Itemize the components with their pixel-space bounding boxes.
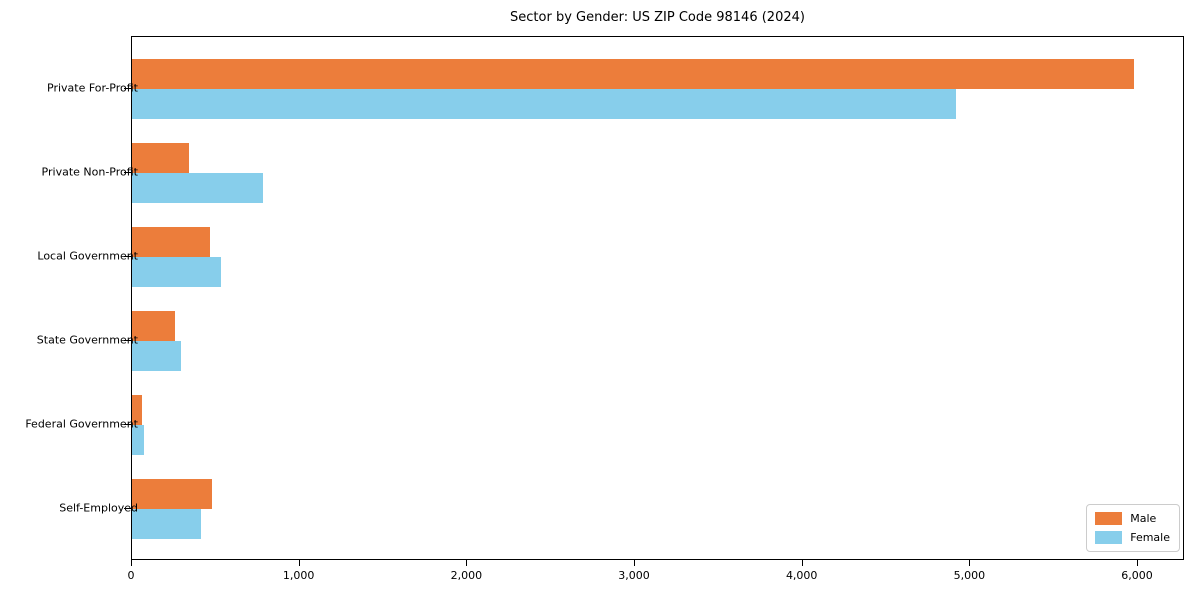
bar-male-3 xyxy=(132,311,175,341)
legend-swatch-icon xyxy=(1095,531,1123,544)
chart-title: Sector by Gender: US ZIP Code 98146 (202… xyxy=(510,10,805,25)
y-tick-label: Private Non-Profit xyxy=(41,165,138,179)
bar-female-1 xyxy=(132,173,264,203)
bar-female-3 xyxy=(132,341,181,371)
legend-swatch-icon xyxy=(1095,512,1123,525)
bar-male-4 xyxy=(132,395,143,425)
y-tick-label: Private For-Profit xyxy=(47,81,138,95)
legend-label: Female xyxy=(1130,531,1170,544)
bar-group xyxy=(132,479,1183,539)
bar-male-2 xyxy=(132,227,210,257)
y-tick-mark xyxy=(124,256,131,257)
legend-label: Male xyxy=(1130,512,1157,525)
bar-male-1 xyxy=(132,143,189,173)
y-tick-mark xyxy=(124,172,131,173)
y-tick-mark xyxy=(124,508,131,509)
x-tick-label: 5,000 xyxy=(953,569,986,582)
plot-area: Male Female xyxy=(131,36,1184,560)
x-tick-mark xyxy=(298,560,300,566)
bar-female-4 xyxy=(132,425,144,455)
y-tick-label: State Government xyxy=(36,333,138,347)
y-tick-label: Self-Employed xyxy=(59,501,138,515)
x-tick-label: 6,000 xyxy=(1121,569,1153,582)
x-tick-mark xyxy=(801,560,803,566)
legend-item-male: Male xyxy=(1095,512,1170,525)
bar-female-5 xyxy=(132,509,202,539)
x-tick-label: 0 xyxy=(127,569,135,582)
x-tick-mark xyxy=(131,560,132,566)
bar-female-2 xyxy=(132,257,221,287)
x-tick-label: 1,000 xyxy=(282,569,315,582)
bar-group xyxy=(132,227,1183,287)
y-tick-label: Local Government xyxy=(37,249,138,263)
y-tick-label: Federal Government xyxy=(25,417,138,431)
y-tick-mark xyxy=(124,424,131,425)
legend-item-female: Female xyxy=(1095,531,1170,544)
bar-male-5 xyxy=(132,479,213,509)
y-tick-mark xyxy=(124,88,131,89)
x-tick-label: 2,000 xyxy=(450,569,483,582)
x-tick-mark xyxy=(969,560,971,566)
bar-male-0 xyxy=(132,59,1135,89)
y-tick-mark xyxy=(124,340,131,341)
bar-group xyxy=(132,143,1183,203)
legend-items: Male Female xyxy=(1095,512,1170,544)
bar-group xyxy=(132,59,1183,119)
x-tick-label: 4,000 xyxy=(785,569,818,582)
x-tick-label: 3,000 xyxy=(618,569,650,582)
x-tick-mark xyxy=(1137,560,1139,566)
bar-group xyxy=(132,395,1183,455)
bar-group xyxy=(132,311,1183,371)
bar-female-0 xyxy=(132,89,957,119)
x-tick-mark xyxy=(466,560,468,566)
x-tick-mark xyxy=(634,560,636,566)
legend: Male Female xyxy=(1086,504,1180,552)
